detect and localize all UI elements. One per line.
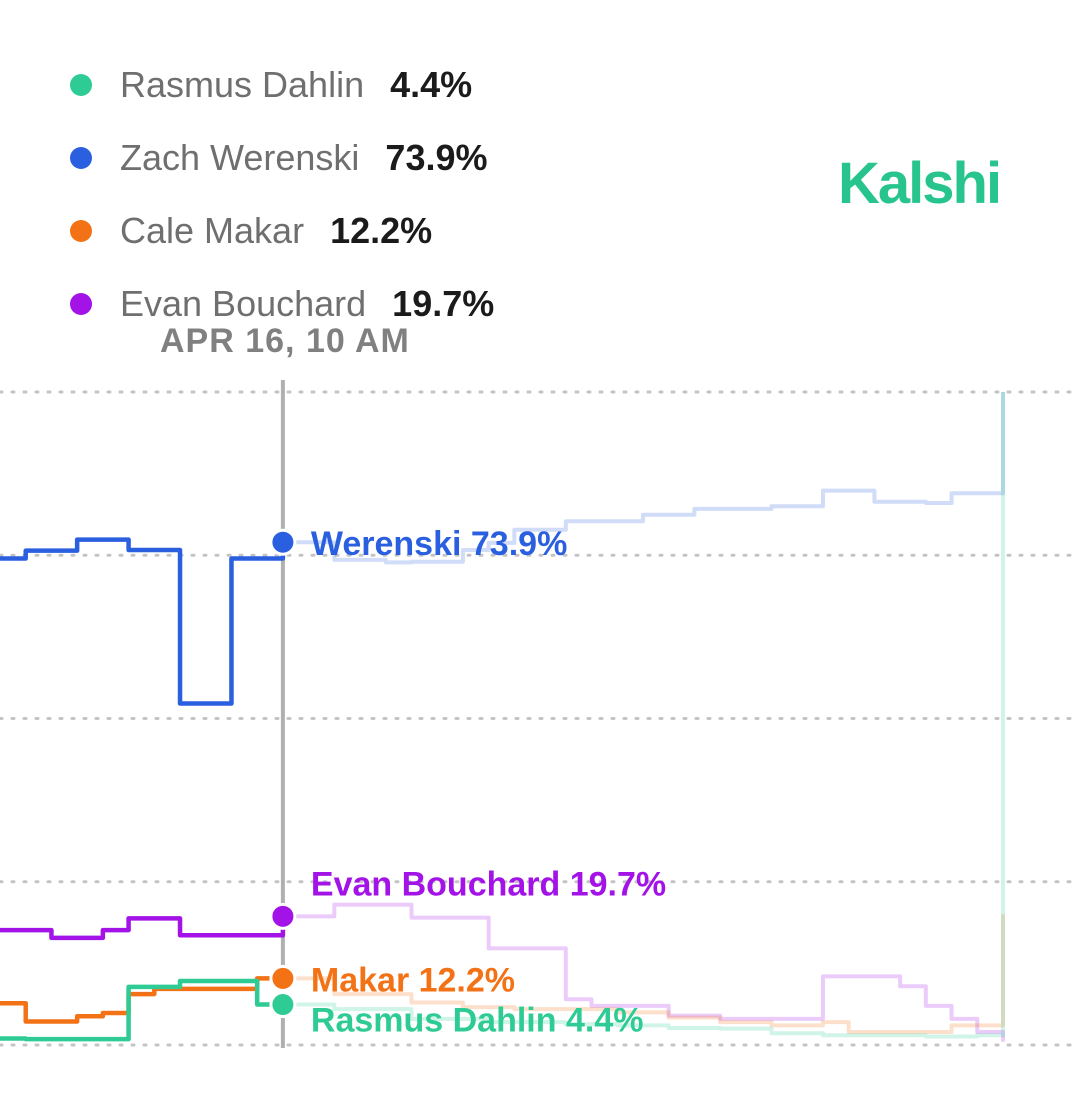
series-line-1	[0, 916, 286, 941]
series-marker-0	[269, 528, 297, 556]
legend-item-werenski[interactable]: Zach Werenski 73.9%	[70, 121, 494, 194]
kalshi-logo: Kalshi	[838, 151, 1002, 216]
series-line-0	[0, 537, 286, 706]
legend-dot-werenski	[70, 146, 92, 169]
legend-value: 12.2%	[330, 209, 433, 251]
series-line-future-2	[282, 914, 1005, 1034]
legend-value: 73.9%	[385, 136, 488, 178]
legend-value: 19.7%	[392, 282, 495, 324]
series-label-1: Evan Bouchard 19.7%	[311, 865, 666, 903]
legend-name: Zach Werenski	[120, 136, 360, 178]
series-line-future-1	[282, 902, 1005, 1042]
legend: Rasmus Dahlin 4.4% Zach Werenski 73.9% C…	[70, 48, 494, 340]
legend-item-dahlin[interactable]: Rasmus Dahlin 4.4%	[70, 48, 494, 121]
series-line-future-3	[282, 392, 1005, 1039]
legend-name: Cale Makar	[120, 209, 305, 251]
legend-dot-dahlin	[70, 73, 92, 96]
legend-dot-bouchard	[70, 292, 92, 315]
legend-name: Evan Bouchard	[120, 282, 367, 324]
legend-item-makar[interactable]: Cale Makar 12.2%	[70, 194, 494, 267]
series-marker-2	[269, 964, 297, 992]
series-label-0: Werenski 73.9%	[311, 525, 567, 563]
series-label-2: Makar 12.2%	[311, 961, 515, 999]
series-label-3: Rasmus Dahlin 4.4%	[311, 1002, 644, 1040]
hover-time-label: APR 16, 10 AM	[160, 322, 410, 360]
legend-item-bouchard[interactable]: Evan Bouchard 19.7%	[70, 267, 494, 340]
series-marker-1	[269, 902, 297, 930]
legend-name: Rasmus Dahlin	[120, 63, 365, 105]
series-marker-3	[269, 991, 297, 1019]
series-line-3	[0, 978, 283, 1042]
series-line-future-0	[282, 392, 1005, 565]
legend-dot-makar	[70, 219, 92, 242]
legend-value: 4.4%	[390, 63, 473, 105]
